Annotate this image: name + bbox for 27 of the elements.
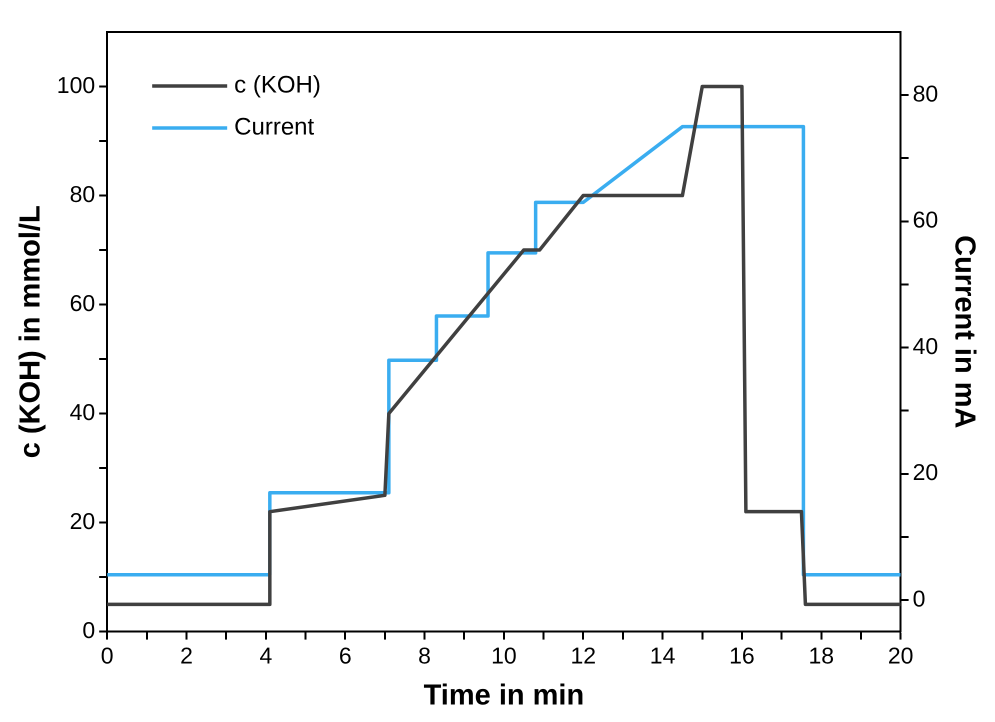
x-axis-title: Time in min <box>424 680 584 712</box>
y-tick-label: 40 <box>70 398 96 425</box>
y-axis-title: c (KOH) in mmol/L <box>14 205 46 458</box>
y2-tick-label: 40 <box>912 332 938 359</box>
x-tick-label: 2 <box>180 642 193 669</box>
y2-tick-label: 80 <box>912 80 938 106</box>
x-tick-label: 0 <box>100 642 114 669</box>
x-tick-label: 4 <box>259 642 272 669</box>
y-tick-label: 60 <box>70 290 96 316</box>
y2-tick-label: 60 <box>912 206 938 233</box>
y2-axis-title: Current in mA <box>948 235 981 429</box>
legend-label: c (KOH) <box>234 72 321 99</box>
x-tick-label: 20 <box>888 642 914 669</box>
y-tick-label: 0 <box>82 616 96 643</box>
y-tick-label: 80 <box>70 180 96 207</box>
x-tick-label: 8 <box>418 642 431 669</box>
x-tick-label: 12 <box>570 642 596 669</box>
y2-tick-label: 0 <box>912 585 926 612</box>
y-tick-label: 20 <box>70 508 96 534</box>
y2-tick-label: 20 <box>912 459 938 486</box>
x-tick-label: 6 <box>338 642 352 669</box>
y-tick-label: 100 <box>56 72 96 98</box>
x-tick-label: 10 <box>491 642 517 669</box>
x-tick-label: 14 <box>650 642 676 669</box>
legend-label: Current <box>234 114 315 141</box>
x-tick-label: 16 <box>729 642 755 669</box>
x-tick-label: 18 <box>808 642 834 669</box>
